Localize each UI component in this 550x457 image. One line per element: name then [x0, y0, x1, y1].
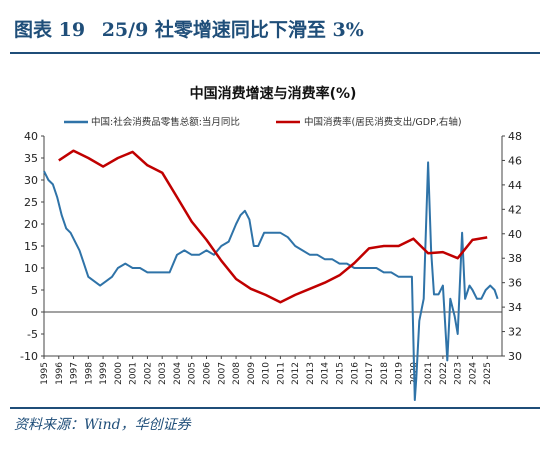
x-tick-label: 2015 — [335, 362, 345, 385]
x-tick-label: 2023 — [454, 362, 464, 385]
x-tick-label: 1996 — [55, 362, 65, 385]
left-tick-label: 30 — [24, 174, 38, 187]
legend-label-consumption-growth: 中国:社会消费品零售总额:当月同比 — [91, 116, 240, 128]
x-tick-label: 1995 — [40, 362, 50, 385]
left-tick-label: 5 — [31, 284, 38, 297]
x-tick-label: 2025 — [483, 362, 493, 385]
x-tick-label: 2011 — [276, 362, 286, 385]
right-tick-label: 36 — [508, 277, 522, 290]
x-tick-label: 2022 — [439, 362, 449, 385]
left-tick-label: 10 — [24, 262, 38, 275]
x-tick-label: 2001 — [129, 362, 139, 385]
left-tick-label: 35 — [24, 152, 38, 165]
x-tick-label: 2000 — [114, 362, 124, 385]
top-rule — [10, 52, 540, 54]
x-tick-label: 2019 — [395, 362, 405, 385]
right-tick-label: 38 — [508, 252, 522, 265]
right-tick-label: 34 — [508, 301, 522, 314]
x-tick-label: 2008 — [232, 362, 242, 385]
right-tick-label: 30 — [508, 350, 522, 363]
figure-caption: 图表 19 25/9 社零增速同比下滑至 3% — [14, 10, 534, 50]
right-tick-label: 48 — [508, 130, 522, 143]
x-tick-label: 1997 — [70, 362, 80, 385]
x-tick-label: 2005 — [188, 362, 198, 385]
x-tick-label: 2013 — [306, 362, 316, 385]
left-tick-label: 0 — [31, 306, 38, 319]
x-tick-label: 2007 — [217, 362, 227, 385]
x-tick-label: 2024 — [468, 362, 478, 385]
right-tick-label: 32 — [508, 326, 522, 339]
left-tick-label: 20 — [24, 218, 38, 231]
left-tick-label: 25 — [24, 196, 38, 209]
right-tick-label: 46 — [508, 154, 522, 167]
x-tick-label: 2006 — [203, 362, 213, 385]
left-tick-label: -10 — [20, 350, 38, 363]
legend-label-consumption-rate: 中国消费率(居民消费支出/GDP,右轴) — [304, 116, 462, 128]
left-tick-label: 15 — [24, 240, 38, 253]
x-tick-label: 2009 — [247, 362, 257, 385]
series-consumption-growth-line — [43, 161, 499, 401]
bottom-rule — [10, 407, 540, 409]
x-tick-label: 2010 — [262, 362, 272, 385]
source-note: 资料来源：Wind，华创证券 — [14, 417, 191, 433]
chart-title: 中国消费增速与消费率(%) — [190, 85, 357, 102]
x-tick-label: 1998 — [84, 362, 94, 385]
left-tick-label: -5 — [27, 328, 38, 341]
x-tick-label: 2004 — [173, 362, 183, 385]
left-tick-label: 40 — [24, 130, 38, 143]
right-tick-label: 44 — [508, 179, 522, 192]
series-consumption-rate-line — [58, 149, 488, 304]
figure-label: 图表 19 — [14, 19, 86, 41]
x-tick-label: 2014 — [321, 362, 331, 385]
x-tick-label: 2021 — [424, 362, 434, 385]
x-tick-label: 1999 — [99, 362, 109, 385]
x-tick-label: 2017 — [365, 362, 375, 385]
x-tick-label: 2016 — [350, 362, 360, 385]
x-tick-label: 2018 — [380, 362, 390, 385]
right-tick-label: 42 — [508, 203, 522, 216]
x-tick-label: 2003 — [158, 362, 168, 385]
x-tick-label: 2002 — [143, 362, 153, 385]
right-tick-label: 40 — [508, 228, 522, 241]
figure-title: 25/9 社零增速同比下滑至 3% — [101, 19, 364, 41]
x-tick-label: 2012 — [291, 362, 301, 385]
